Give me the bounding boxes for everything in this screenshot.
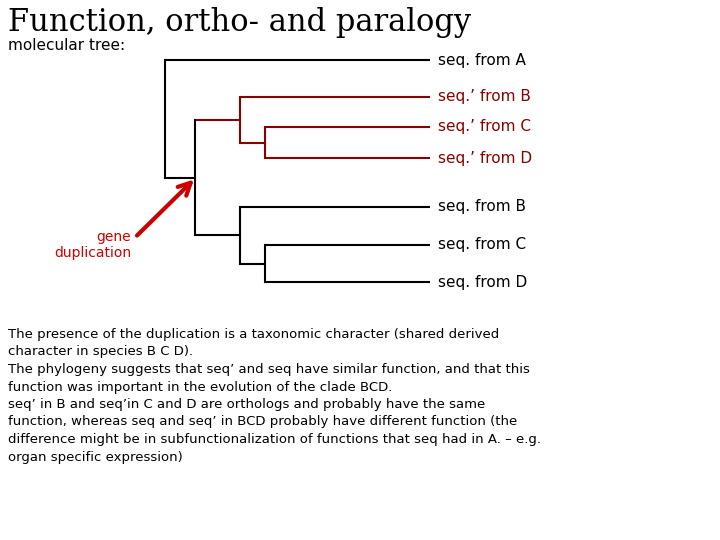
- Text: seq.’ from D: seq.’ from D: [438, 151, 532, 165]
- Text: gene
duplication: gene duplication: [54, 230, 131, 260]
- Text: seq.’ from C: seq.’ from C: [438, 119, 531, 134]
- Text: molecular tree:: molecular tree:: [8, 38, 125, 53]
- Text: seq.’ from B: seq.’ from B: [438, 90, 531, 105]
- Text: Function, ortho- and paralogy: Function, ortho- and paralogy: [8, 7, 471, 38]
- Text: seq. from C: seq. from C: [438, 238, 526, 253]
- Text: seq. from D: seq. from D: [438, 274, 527, 289]
- Text: The presence of the duplication is a taxonomic character (shared derived
charact: The presence of the duplication is a tax…: [8, 328, 541, 463]
- Text: seq. from A: seq. from A: [438, 52, 526, 68]
- Text: seq. from B: seq. from B: [438, 199, 526, 214]
